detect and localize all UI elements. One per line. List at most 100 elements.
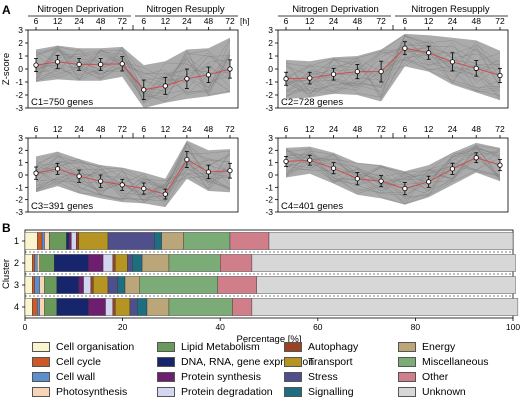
gene-trace [285,50,501,88]
mean-point [426,179,432,185]
x-tick-label: 6 [403,16,408,26]
bar-segment [49,232,67,250]
y-tick-label: -2 [15,90,23,100]
gene-trace [285,149,501,203]
bar-segment [139,276,218,294]
bar-segment [115,254,128,272]
panel-b-label: B [2,221,11,235]
phase-label-deprivation: Nitrogen Deprivation [37,4,124,15]
bar-segment [24,298,33,316]
y-tick-label: -1 [15,182,23,192]
legend-label: Protein synthesis [181,370,261,383]
bar-segment [256,276,516,294]
gene-trace [35,150,231,189]
mean-profile-line [35,61,231,91]
panel-b: B1 2 3 40 20 40 60 80 100 Percentage [%] Cluster [1,221,520,345]
x-tick-label: 6 [34,16,39,26]
mean-point [307,157,313,163]
bar-segment [107,276,118,294]
mean-point [426,50,432,56]
bar-segment [251,298,519,316]
bar-segment [141,254,170,272]
bar-segment [112,254,116,272]
gene-trace [285,148,501,192]
y-tick-label: 2 [18,145,23,155]
x-tick-label: 6 [141,16,146,26]
x-tick-label: 20 [118,322,128,332]
y-tick-label: 3 [268,25,273,35]
cluster-tick-label: 4 [14,302,19,312]
gene-trace [35,46,231,98]
bar-segment [32,254,35,272]
bar-segment [32,298,38,316]
bar-segment [37,232,43,250]
bar-segment [146,298,170,316]
gene-trace [285,152,501,199]
bar-segment [78,276,84,294]
gene-trace [285,154,501,185]
mean-point [354,69,360,75]
gene-trace [35,152,231,201]
legend-label: Autophagy [308,340,359,353]
gene-trace [35,46,231,101]
bar-row-cluster-1 [24,232,514,250]
gene-trace [35,51,231,85]
gene-trace [285,50,501,86]
y-tick-label: -1 [15,77,23,87]
legend-label: Cell organisation [56,340,135,353]
x-tick-label: 48 [96,124,106,134]
mean-point [378,69,384,75]
y-tick-label: -3 [265,207,273,217]
bar-segment [90,276,94,294]
gene-trace [285,44,501,91]
y-tick-label: 3 [268,133,273,143]
y-tick-label: -1 [265,77,273,87]
mean-point [205,72,212,78]
x-tick-label: 12 [53,124,63,134]
y-tick-label: -2 [15,195,23,205]
bar-segment [54,254,89,272]
mean-point [184,156,190,163]
gene-trace [35,154,231,204]
x-tick-label: 48 [353,124,363,134]
y-tick-label: 1 [268,51,273,61]
gene-trace [35,144,231,203]
bar-segment [76,232,79,250]
y-tick-label: 0 [18,170,23,180]
x-tick-label: 80 [411,322,421,332]
mean-point [184,76,190,82]
gene-trace [285,146,501,194]
legend-item: Protein degradation [157,385,273,398]
cluster-label: C3=391 genes [31,201,93,212]
cluster-tick-label: 2 [14,258,19,268]
gene-trace [285,44,501,84]
bar-segment [132,254,143,272]
x-tick-label: 48 [204,16,214,26]
bar-segment [78,232,109,250]
legend-label: DNA, RNA, gene expression [181,355,315,368]
bar-segment [41,232,45,250]
x-tick-label: 48 [96,16,106,26]
mean-profile-line [35,158,231,195]
mean-point [76,173,82,179]
legend-item: Energy [398,340,455,353]
legend-swatch [157,386,175,397]
gene-trace [35,46,231,93]
legend-item: Cell organisation [32,340,134,353]
gene-trace [285,35,501,96]
x-tick-label: 24 [182,16,192,26]
legend-item: Cell cycle [32,355,101,368]
x-tick-label: 48 [204,124,214,134]
gene-trace [35,151,231,197]
mean-point [54,166,61,172]
gene-trace [35,48,231,102]
x-tick-label: 72 [117,16,127,26]
bar-segment [168,254,221,272]
legend-label: Other [422,370,449,383]
mean-point [162,191,168,197]
legend-item: DNA, RNA, gene expression [157,355,314,368]
cluster-tick-label: 1 [14,236,19,246]
gene-trace [35,39,231,75]
bar-segment [39,298,45,316]
